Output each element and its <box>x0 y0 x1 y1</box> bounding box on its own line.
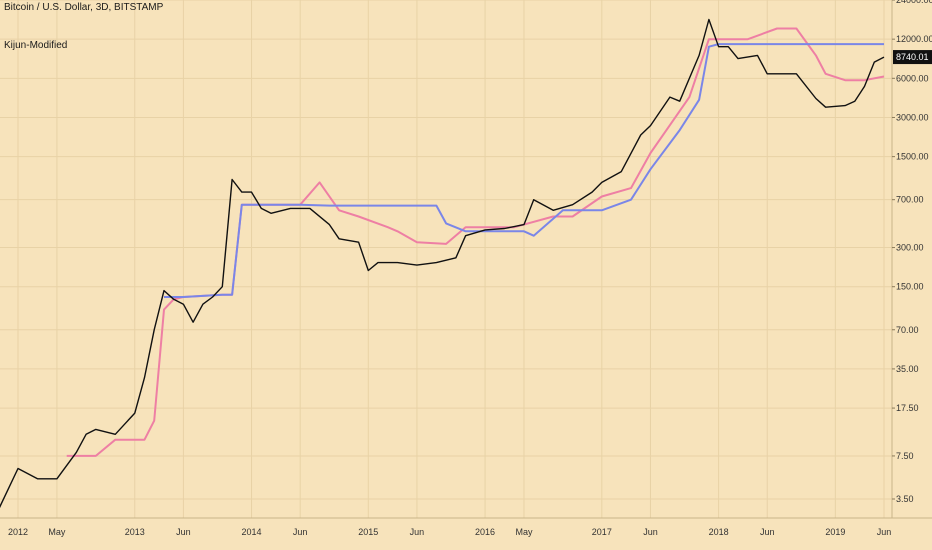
x-tick-label: Jun <box>760 527 775 537</box>
y-tick-label: 12000.00 <box>896 34 932 44</box>
price-axis[interactable]: 24000.00 12000.00 6000.00 3000.00 1500.00 700… <box>891 0 932 518</box>
x-tick-label: Jun <box>293 527 308 537</box>
x-tick-label: Jun <box>877 527 892 537</box>
y-tick-label: 24000.00 <box>896 0 932 5</box>
x-tick-label: May <box>515 527 533 537</box>
y-tick-label: 3.50 <box>896 494 914 504</box>
x-tick-label: 2017 <box>592 527 612 537</box>
y-tick-label: 7.50 <box>896 451 914 461</box>
grid-lines <box>0 0 892 518</box>
y-tick-label: 70.00 <box>896 325 919 335</box>
y-tick-label: 1500.00 <box>896 152 929 162</box>
y-tick-label: 150.00 <box>896 282 924 292</box>
x-tick-label: 2015 <box>358 527 378 537</box>
x-tick-label: Jun <box>176 527 191 537</box>
y-tick-label: 17.50 <box>896 403 919 413</box>
last-price-label: 8740.01 <box>896 52 929 62</box>
last-price-box <box>893 50 932 65</box>
x-tick-label: Jun <box>410 527 425 537</box>
x-tick-label: 2019 <box>825 527 845 537</box>
series-layer <box>0 18 885 509</box>
x-tick-label: Jun <box>643 527 658 537</box>
y-tick-label: 300.00 <box>896 243 924 253</box>
price-line <box>0 18 885 509</box>
y-tick-label: 35.00 <box>896 364 919 374</box>
y-tick-label: 700.00 <box>896 195 924 205</box>
y-tick-label: 6000.00 <box>896 73 929 83</box>
x-tick-label: 2012 <box>8 527 28 537</box>
chart-title: Bitcoin / U.S. Dollar, 3D, BITSTAMP <box>4 2 164 13</box>
time-axis[interactable]: 2012 May 2013 Jun 2014 Jun 2015 Jun 2016 May 2017 J… <box>0 517 932 537</box>
kijun-line-pink <box>66 27 885 457</box>
x-tick-label: May <box>48 527 66 537</box>
last-price-marker: 8740.01 <box>893 50 932 65</box>
x-tick-label: 2016 <box>475 527 495 537</box>
x-tick-label: 2014 <box>242 527 262 537</box>
indicator-name: Kijun-Modified <box>4 40 68 51</box>
x-tick-label: 2013 <box>125 527 145 537</box>
y-tick-label: 3000.00 <box>896 112 929 122</box>
x-tick-label: 2018 <box>709 527 729 537</box>
